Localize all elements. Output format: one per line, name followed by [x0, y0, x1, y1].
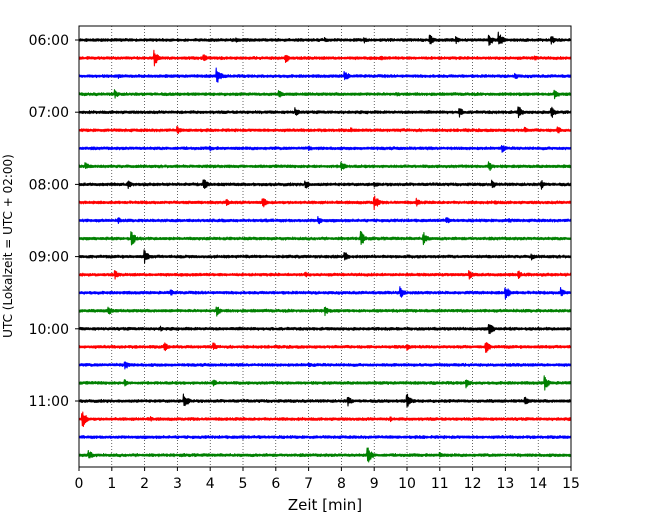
- trace-row-4: [78, 106, 572, 119]
- x-tick-label: 2: [140, 476, 149, 492]
- y-tick-label: 09:00: [29, 250, 69, 266]
- trace-row-6: [78, 145, 572, 153]
- x-axis-ticks: 0 1 2 3 4 5 6 7 8 9 10 11 12 13 14 15: [75, 467, 580, 492]
- trace-row-20: [78, 393, 572, 408]
- trace-row-11: [78, 230, 572, 246]
- trace-row-12: [78, 249, 572, 264]
- x-tick-label: 8: [337, 476, 346, 492]
- trace-row-19: [78, 375, 572, 391]
- trace-row-5: [78, 125, 572, 134]
- x-axis-label: Zeit [min]: [288, 496, 362, 514]
- x-tick-label: 0: [75, 476, 84, 492]
- x-tick-label: 7: [304, 476, 313, 492]
- trace-row-2: [78, 67, 572, 83]
- trace-row-8: [78, 179, 572, 190]
- x-tick-label: 5: [239, 476, 248, 492]
- x-tick-label: 13: [496, 476, 514, 492]
- trace-row-3: [78, 89, 572, 100]
- y-tick-label: 08:00: [29, 177, 69, 193]
- trace-row-7: [78, 161, 572, 171]
- trace-row-22: [78, 434, 572, 440]
- trace-row-1: [78, 49, 572, 67]
- trace-row-10: [78, 216, 572, 225]
- y-axis-ticks: 06:00 07:00 08:00 09:00 10:00 11:00: [29, 33, 79, 410]
- y-tick-label: 07:00: [29, 105, 69, 121]
- trace-row-21: [78, 411, 572, 428]
- y-tick-label: 11:00: [29, 394, 69, 410]
- x-tick-label: 9: [370, 476, 379, 492]
- x-tick-label: 11: [431, 476, 449, 492]
- seismogram-traces: [78, 31, 572, 463]
- x-tick-label: 10: [398, 476, 416, 492]
- trace-row-15: [78, 306, 572, 317]
- y-axis-label: UTC (Lokalzeit = UTC + 02:00): [1, 154, 15, 338]
- x-tick-label: 15: [562, 476, 580, 492]
- x-tick-label: 12: [464, 476, 482, 492]
- y-tick-label: 10:00: [29, 322, 69, 338]
- plot-area-frame: [78, 25, 572, 468]
- x-tick-label: 4: [206, 476, 215, 492]
- trace-row-14: [78, 286, 572, 300]
- x-tick-label: 6: [271, 476, 280, 492]
- trace-row-9: [78, 195, 572, 211]
- x-tick-label: 3: [173, 476, 182, 492]
- trace-row-13: [78, 269, 572, 280]
- x-tick-label: 14: [529, 476, 547, 492]
- y-tick-label: 06:00: [29, 33, 69, 49]
- x-tick-label: 1: [107, 476, 116, 492]
- trace-row-18: [78, 361, 572, 370]
- trace-row-16: [78, 324, 572, 335]
- trace-row-17: [78, 342, 572, 353]
- trace-row-0: [78, 31, 572, 46]
- trace-row-23: [78, 447, 572, 463]
